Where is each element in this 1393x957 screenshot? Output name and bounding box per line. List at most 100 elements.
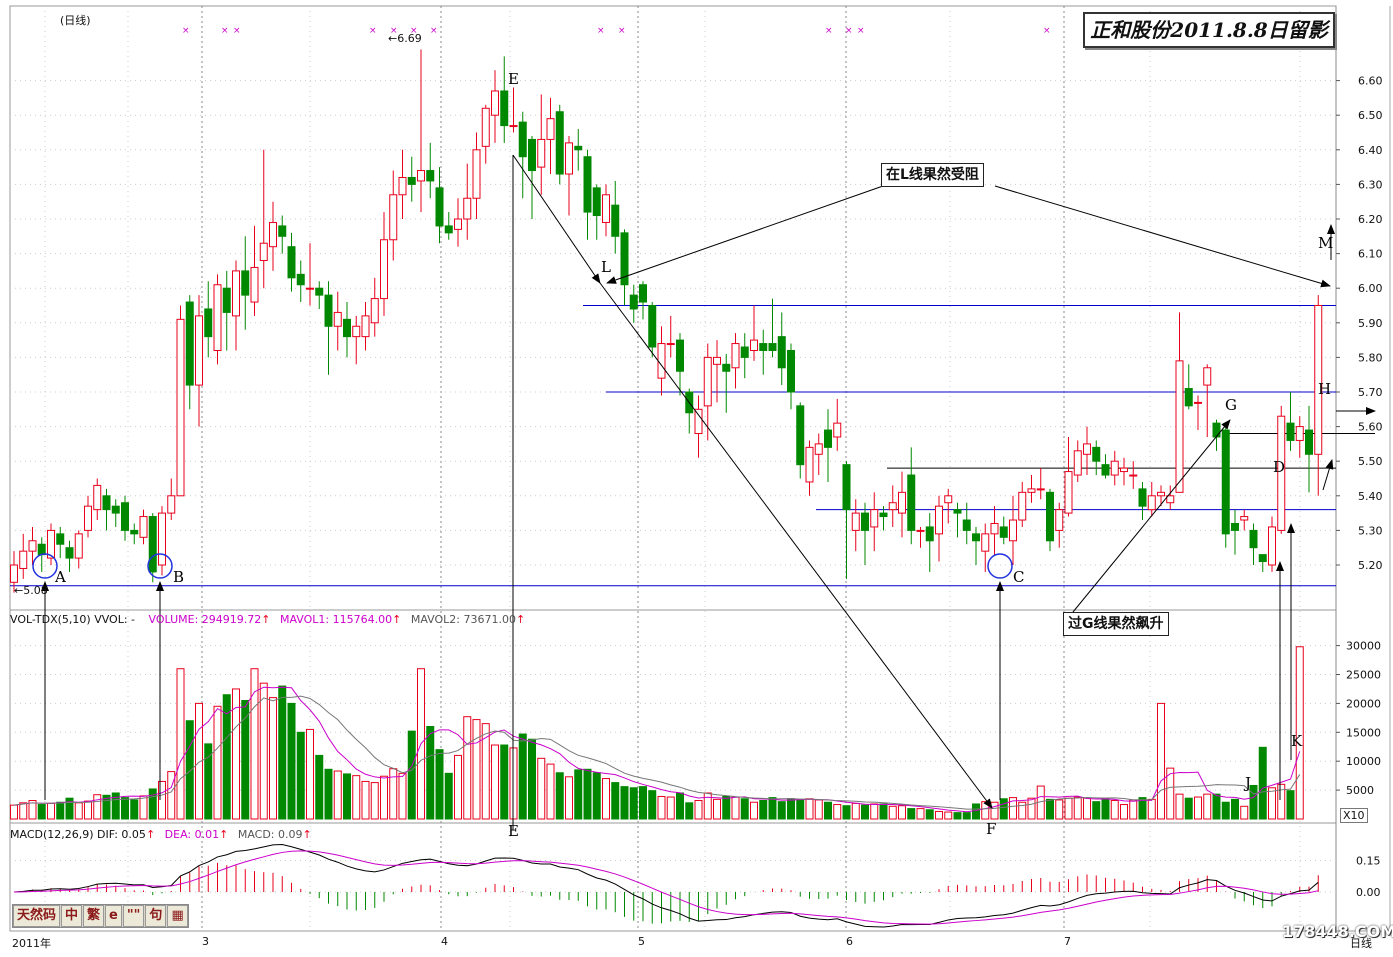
volume-bar — [740, 798, 749, 820]
candle-body — [999, 526, 1008, 538]
macd-dif-line — [13, 844, 1319, 928]
volume-bar — [121, 797, 129, 820]
x-label-5: 7 — [1064, 935, 1071, 948]
volume-bar — [962, 812, 971, 820]
ime-chinese-button[interactable]: 中 — [61, 905, 83, 927]
macd-panel — [13, 844, 1319, 928]
candle-body — [731, 343, 740, 369]
volume-tick-label: 20000 — [1346, 697, 1381, 710]
candle-body — [111, 505, 120, 514]
ime-english-button[interactable]: e — [105, 905, 122, 927]
chart-title-box: 正和股份2011.8.8日留影 — [1083, 12, 1335, 48]
volume-bar — [398, 772, 407, 820]
candle-body — [1129, 474, 1138, 477]
ime-traditional-button[interactable]: 繁 — [83, 905, 105, 927]
volume-bar — [768, 797, 777, 820]
candle-body — [232, 270, 240, 317]
candle-body — [907, 474, 916, 531]
candle-body — [463, 197, 472, 220]
candle-body — [1101, 464, 1110, 476]
volume-bar — [1286, 790, 1295, 820]
ime-punct-button[interactable]: 句 — [145, 905, 167, 927]
candle-body — [972, 533, 980, 542]
volume-bar — [1120, 804, 1128, 820]
volume-bar — [694, 800, 703, 820]
arrow-h — [1322, 459, 1334, 491]
volume-bar — [629, 787, 638, 820]
volume-bar — [176, 668, 185, 820]
volume-bar — [296, 731, 305, 820]
candle-body — [546, 118, 555, 140]
volume-bar — [1240, 805, 1249, 820]
candle-body — [315, 287, 324, 296]
volume-bar — [380, 775, 388, 820]
volume-bar — [324, 768, 333, 820]
vol-name: VOL-TDX(5,10) — [10, 613, 91, 626]
ime-name-button[interactable]: 天然码 — [13, 905, 61, 927]
candle-body — [518, 121, 527, 158]
x-label-0: 2011年 — [12, 937, 51, 950]
candle-body — [10, 564, 18, 583]
candle-body — [426, 170, 435, 182]
volume-bar — [611, 782, 620, 820]
candle-body — [1240, 516, 1249, 521]
candles — [10, 49, 1323, 593]
volume-bar — [814, 799, 823, 820]
event-marker: × — [618, 26, 626, 36]
volume-bar — [1009, 797, 1017, 820]
candle-body — [500, 90, 509, 127]
candle-body — [204, 308, 213, 338]
event-marker: × — [182, 26, 190, 36]
high-price-value: 6.69 — [397, 32, 422, 45]
volume-bar — [805, 798, 814, 820]
low-price-marker: ←5.08 — [14, 584, 48, 597]
volume-bar — [352, 775, 361, 820]
candle-body — [213, 284, 222, 351]
candle-body — [278, 225, 287, 237]
volume-bar — [269, 697, 277, 820]
candle-body — [787, 349, 795, 393]
volume-bar — [315, 754, 324, 820]
ime-keyboard-icon[interactable]: ▦ — [167, 905, 188, 927]
ime-quote-button[interactable]: "" — [122, 905, 145, 927]
volume-bar — [824, 801, 832, 820]
volume-bar — [222, 694, 231, 820]
candle-body — [981, 533, 990, 552]
line-l-to-f — [599, 282, 993, 809]
volume-bar — [981, 801, 990, 820]
price-tick-label: 6.40 — [1358, 144, 1383, 157]
candle-body — [491, 90, 499, 116]
point-label-G: G — [1225, 396, 1237, 414]
volume-bar — [861, 804, 869, 820]
volume-bar — [426, 726, 435, 820]
candle-body — [1083, 443, 1091, 455]
volume-bar — [158, 780, 166, 820]
macd-tick-label: 0.00 — [1356, 886, 1381, 899]
price-tick-label: 5.20 — [1358, 559, 1383, 572]
low-price-value: 5.08 — [23, 584, 48, 597]
volume-bar — [731, 796, 740, 820]
candle-body — [851, 512, 860, 531]
candle-body — [37, 543, 46, 556]
vol-header: VOL-TDX(5,10) VVOL: - VOLUME: 294919.72↑… — [10, 613, 526, 626]
volume-bar — [111, 792, 120, 820]
volume-bar — [1129, 799, 1138, 820]
candle-body — [158, 512, 166, 566]
vol-scale-label: X10 — [1340, 808, 1368, 823]
event-marker: × — [233, 26, 241, 36]
price-tick-label: 5.40 — [1358, 490, 1383, 503]
volume-bar — [907, 808, 916, 820]
input-method-toolbar[interactable]: 天然码 中 繁 e "" 句 ▦ — [12, 904, 189, 928]
price-tick-label: 6.30 — [1358, 178, 1383, 191]
volume-bar — [130, 799, 139, 820]
volume-bar — [750, 801, 758, 820]
macd-header: MACD(12,26,9) DIF: 0.05↑ DEA: 0.01↑ MACD… — [10, 828, 312, 841]
point-label-J: J — [1243, 774, 1251, 792]
candle-body — [1166, 495, 1175, 504]
volume-bar — [1101, 798, 1110, 820]
volume-bar — [167, 771, 176, 820]
volume-bar — [1018, 801, 1027, 820]
volume-bar — [833, 804, 842, 820]
candle-body — [759, 343, 768, 351]
